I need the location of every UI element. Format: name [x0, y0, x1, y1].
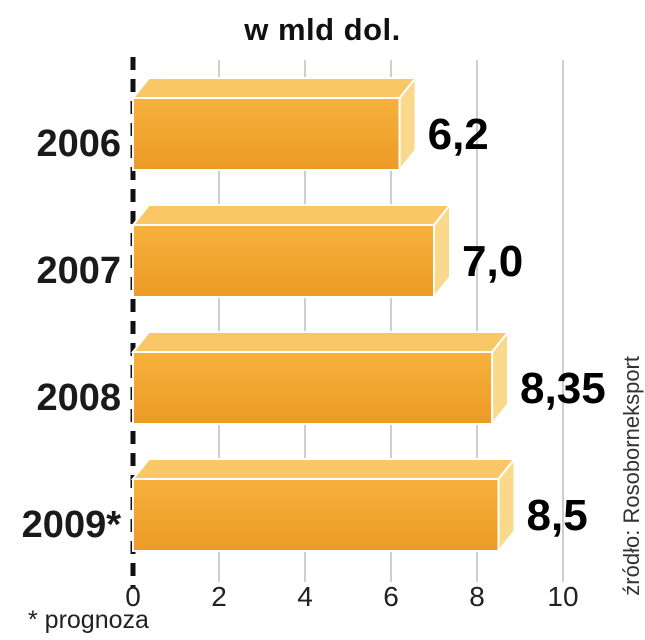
- value-label: 7,0: [462, 237, 523, 286]
- bar-front-face: [132, 351, 494, 425]
- bar-end-face: [433, 202, 451, 300]
- x-tick-label: 0: [125, 581, 141, 612]
- x-tick-label: 6: [383, 581, 399, 612]
- bar-top-face: [130, 458, 517, 480]
- bar-top-face: [130, 204, 453, 226]
- bar-end-face: [497, 456, 516, 554]
- bar-front-face: [132, 97, 401, 171]
- x-tick-label: 4: [297, 581, 313, 612]
- x-tick-label: 10: [547, 581, 578, 612]
- category-label: 2009*: [22, 504, 122, 546]
- chart-source: źródło: Rosoborneksport: [619, 356, 644, 596]
- chart-footnote: * prognoza: [28, 606, 149, 634]
- bar-top-face: [130, 331, 511, 353]
- bar-front-face: [132, 224, 435, 298]
- bar-front-face: [132, 478, 500, 552]
- x-tick-label: 2: [211, 581, 227, 612]
- bar-end-face: [398, 75, 417, 173]
- category-label: 2006: [36, 123, 121, 165]
- chart-title: w mld dol.: [244, 12, 401, 47]
- value-label: 8,35: [520, 364, 606, 413]
- x-tick-label: 8: [469, 581, 485, 612]
- bar-top-face: [130, 77, 418, 99]
- value-label: 8,5: [527, 491, 588, 540]
- category-label: 2007: [36, 250, 121, 292]
- bar-end-face: [491, 329, 510, 427]
- value-label: 6,2: [428, 110, 489, 159]
- category-label: 2008: [36, 377, 121, 419]
